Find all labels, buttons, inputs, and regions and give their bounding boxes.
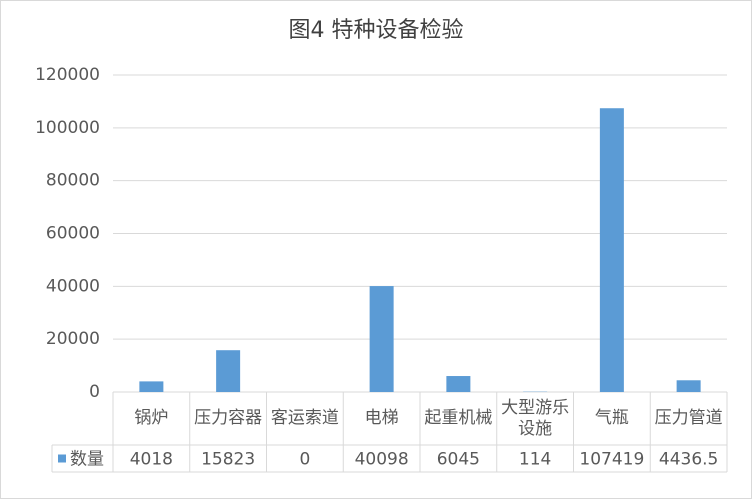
y-tick-label: 120000	[35, 65, 100, 85]
x-tick-label: 电梯	[343, 392, 420, 445]
y-tick-label: 100000	[35, 118, 100, 138]
x-tick-cell: 锅炉	[113, 392, 190, 445]
table-value: 40098	[355, 450, 409, 470]
table-value: 107419	[579, 450, 644, 470]
x-tick-cell: 电梯	[343, 392, 420, 445]
x-tick-cell: 大型游乐设施	[497, 392, 574, 445]
table-value: 6045	[437, 450, 480, 470]
table-value: 15823	[201, 450, 255, 470]
y-tick-label: 60000	[46, 224, 100, 244]
bar	[216, 350, 240, 392]
x-tick-label: 客运索道	[267, 392, 344, 445]
table-value: 4018	[130, 450, 173, 470]
table-value: 4436.5	[659, 450, 718, 470]
x-tick-cell: 客运索道	[267, 392, 344, 445]
x-tick-cell: 压力容器	[190, 392, 267, 445]
x-tick-label: 气瓶	[574, 392, 651, 445]
bar	[446, 376, 470, 392]
bar	[139, 381, 163, 392]
chart-title: 图4 特种设备检验	[289, 18, 464, 43]
x-tick-label: 压力管道	[650, 392, 727, 445]
x-tick-cell: 压力管道	[650, 392, 727, 445]
y-tick-label: 20000	[46, 329, 100, 349]
y-tick-label: 80000	[46, 171, 100, 191]
x-tick-label: 锅炉	[113, 392, 190, 445]
bar	[600, 108, 624, 392]
x-tick-label: 起重机械	[420, 392, 497, 445]
x-tick-label: 压力容器	[190, 392, 267, 445]
y-tick-label: 0	[89, 382, 100, 402]
bar	[677, 380, 701, 392]
table-value: 0	[299, 450, 310, 470]
table-value: 114	[519, 450, 551, 470]
legend-label: 数量	[70, 450, 104, 470]
x-tick-cell: 气瓶	[574, 392, 651, 445]
x-tick-label: 大型游乐设施	[497, 392, 574, 445]
y-tick-label: 40000	[46, 276, 100, 296]
x-tick-cell: 起重机械	[420, 392, 497, 445]
legend-swatch	[58, 455, 66, 463]
bar	[370, 286, 394, 392]
